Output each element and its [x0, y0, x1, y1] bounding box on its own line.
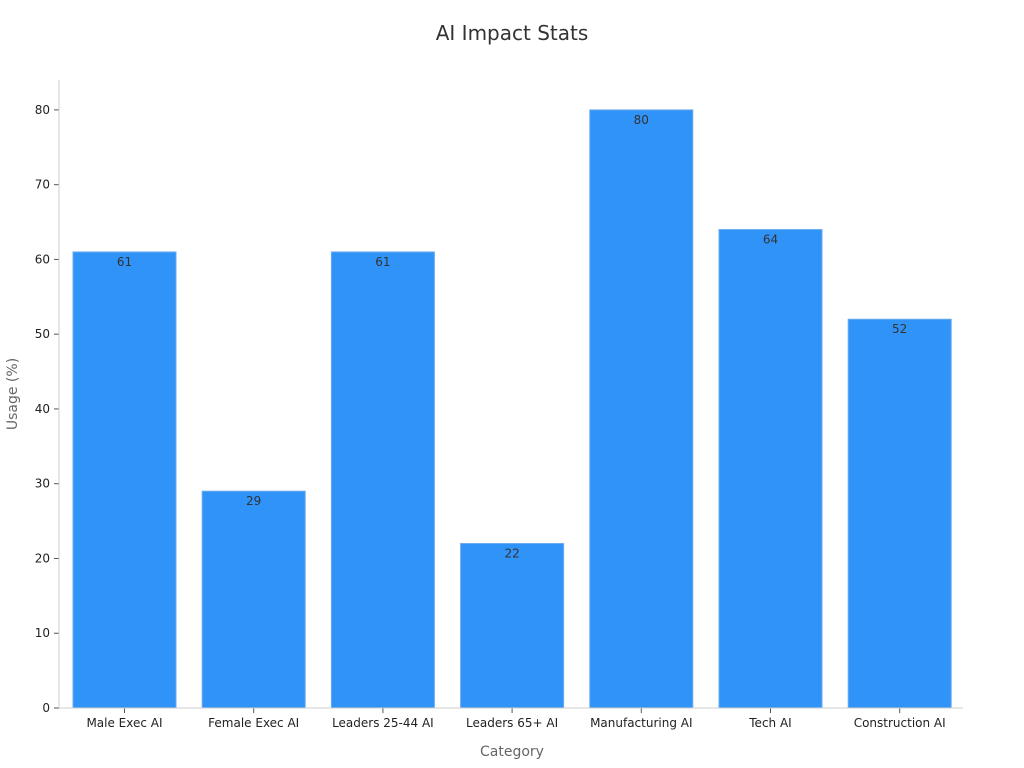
y-tick-label: 30: [35, 477, 50, 491]
bars: 61 29 61 22 80 64 52: [72, 109, 952, 709]
x-tick-label: Construction AI: [854, 716, 946, 730]
bar: [589, 109, 694, 709]
chart-title: AI Impact Stats: [436, 21, 589, 45]
bar: [72, 251, 177, 709]
y-tick-label: 80: [35, 103, 50, 117]
bar-value-label: 61: [117, 255, 132, 269]
y-tick-label: 70: [35, 178, 50, 192]
y-tick-label: 60: [35, 252, 50, 266]
bar: [201, 490, 306, 709]
x-tick-label: Female Exec AI: [208, 716, 299, 730]
y-tick-label: 40: [35, 402, 50, 416]
x-tick-label: Male Exec AI: [86, 716, 162, 730]
x-axis-label: Category: [480, 744, 544, 760]
x-tick-label: Manufacturing AI: [590, 716, 692, 730]
bar: [847, 318, 952, 709]
x-tick-label: Leaders 25-44 AI: [332, 716, 434, 730]
x-tick-label: Leaders 65+ AI: [466, 716, 558, 730]
bar: [330, 251, 435, 709]
y-tick-label: 10: [35, 626, 50, 640]
y-axis-label: Usage (%): [5, 358, 21, 430]
y-tick-label: 50: [35, 327, 50, 341]
x-tick-label: Tech AI: [748, 716, 791, 730]
bar-value-label: 64: [763, 233, 778, 247]
y-tick-label: 20: [35, 551, 50, 565]
y-tick-label: 0: [42, 701, 50, 715]
bar-value-label: 61: [375, 255, 390, 269]
x-axis: Male Exec AI Female Exec AI Leaders 25-44 …: [86, 708, 946, 730]
y-axis: 0 10 20 30 40 50 60 70 80: [35, 103, 59, 715]
bar-value-label: 22: [504, 547, 519, 561]
bar-value-label: 80: [634, 113, 649, 127]
bar-value-label: 29: [246, 494, 261, 508]
bar: [460, 543, 565, 709]
bar-value-label: 52: [892, 322, 907, 336]
bar: [718, 229, 823, 709]
